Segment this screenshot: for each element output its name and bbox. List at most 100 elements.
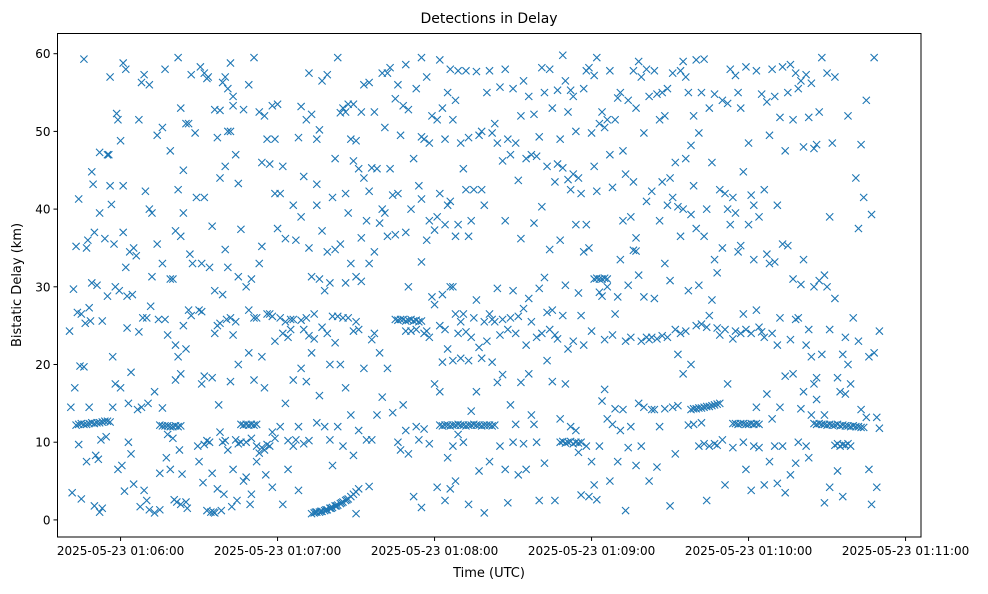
data-point xyxy=(558,311,567,320)
data-point xyxy=(138,313,147,322)
data-point xyxy=(184,306,193,315)
y-tick-label: 20 xyxy=(35,358,50,372)
data-point xyxy=(112,109,121,118)
data-point xyxy=(226,313,235,322)
data-point xyxy=(325,504,334,513)
data-point xyxy=(171,376,180,385)
data-point xyxy=(147,272,156,281)
data-point xyxy=(707,401,716,410)
data-point xyxy=(768,65,777,74)
data-point xyxy=(365,187,374,196)
data-point xyxy=(341,383,350,392)
data-point xyxy=(205,263,214,272)
data-point xyxy=(242,473,251,482)
data-point xyxy=(435,189,444,198)
data-point xyxy=(864,465,873,474)
data-point xyxy=(781,372,790,381)
data-point xyxy=(216,428,224,437)
data-point xyxy=(485,310,494,318)
data-point xyxy=(632,247,641,256)
data-point xyxy=(107,200,116,209)
data-point xyxy=(158,123,167,132)
data-point xyxy=(210,329,219,338)
data-point xyxy=(639,128,648,137)
data-point xyxy=(469,185,478,194)
data-point xyxy=(223,445,232,454)
data-point xyxy=(399,101,408,110)
data-point xyxy=(196,62,205,71)
data-point xyxy=(172,498,181,507)
data-point xyxy=(807,352,816,361)
data-point xyxy=(393,189,402,198)
data-point xyxy=(574,448,583,457)
data-point xyxy=(744,220,753,229)
data-point xyxy=(548,306,557,315)
data-point xyxy=(870,53,879,62)
data-point xyxy=(734,247,743,256)
data-point xyxy=(671,449,680,458)
data-point xyxy=(161,315,170,324)
data-point xyxy=(433,483,442,492)
data-point xyxy=(773,201,782,210)
data-point xyxy=(833,466,842,475)
data-point xyxy=(535,132,544,141)
data-point xyxy=(407,205,416,214)
data-point xyxy=(227,502,236,511)
data-point xyxy=(281,399,290,408)
data-point xyxy=(844,111,852,120)
data-point xyxy=(414,317,423,326)
data-point xyxy=(770,92,779,101)
data-point xyxy=(558,163,567,172)
data-point xyxy=(250,376,259,385)
data-point xyxy=(582,442,591,451)
data-point xyxy=(786,335,795,344)
data-point xyxy=(181,498,190,507)
data-point xyxy=(663,201,672,210)
data-point xyxy=(231,317,240,326)
data-point xyxy=(77,310,86,318)
data-point xyxy=(244,306,253,315)
data-point xyxy=(464,500,473,509)
data-point xyxy=(571,127,580,136)
data-point xyxy=(69,285,78,294)
data-point xyxy=(600,335,609,344)
data-points xyxy=(65,51,884,518)
data-point xyxy=(472,387,481,396)
data-point xyxy=(668,403,677,412)
data-point xyxy=(213,133,222,142)
data-point xyxy=(346,135,355,144)
data-point xyxy=(456,354,465,363)
data-point xyxy=(417,317,426,325)
data-point xyxy=(273,100,282,109)
data-point xyxy=(427,292,436,301)
data-point xyxy=(370,107,379,116)
data-point xyxy=(687,210,695,219)
data-point xyxy=(530,110,538,119)
data-point xyxy=(106,73,115,82)
data-point xyxy=(603,115,612,124)
data-point xyxy=(276,313,285,322)
data-point xyxy=(291,435,300,444)
data-point xyxy=(454,329,463,338)
data-point xyxy=(202,436,211,445)
data-point xyxy=(123,323,132,332)
y-axis-ticks: 0 10 20 30 40 50 60 xyxy=(35,47,58,527)
data-point xyxy=(532,333,541,342)
data-point xyxy=(749,255,758,264)
data-point xyxy=(70,383,79,392)
data-point xyxy=(325,435,334,444)
data-point xyxy=(689,111,698,120)
data-point xyxy=(820,411,829,419)
data-point xyxy=(331,338,340,347)
data-point xyxy=(545,65,554,74)
data-point xyxy=(503,498,512,507)
data-point xyxy=(715,399,724,408)
data-point xyxy=(775,403,784,412)
data-point xyxy=(566,86,575,95)
data-point xyxy=(584,63,593,72)
data-point xyxy=(762,97,771,106)
data-point xyxy=(501,465,510,474)
data-point xyxy=(242,282,251,291)
data-point xyxy=(378,205,387,214)
data-point xyxy=(120,487,129,496)
